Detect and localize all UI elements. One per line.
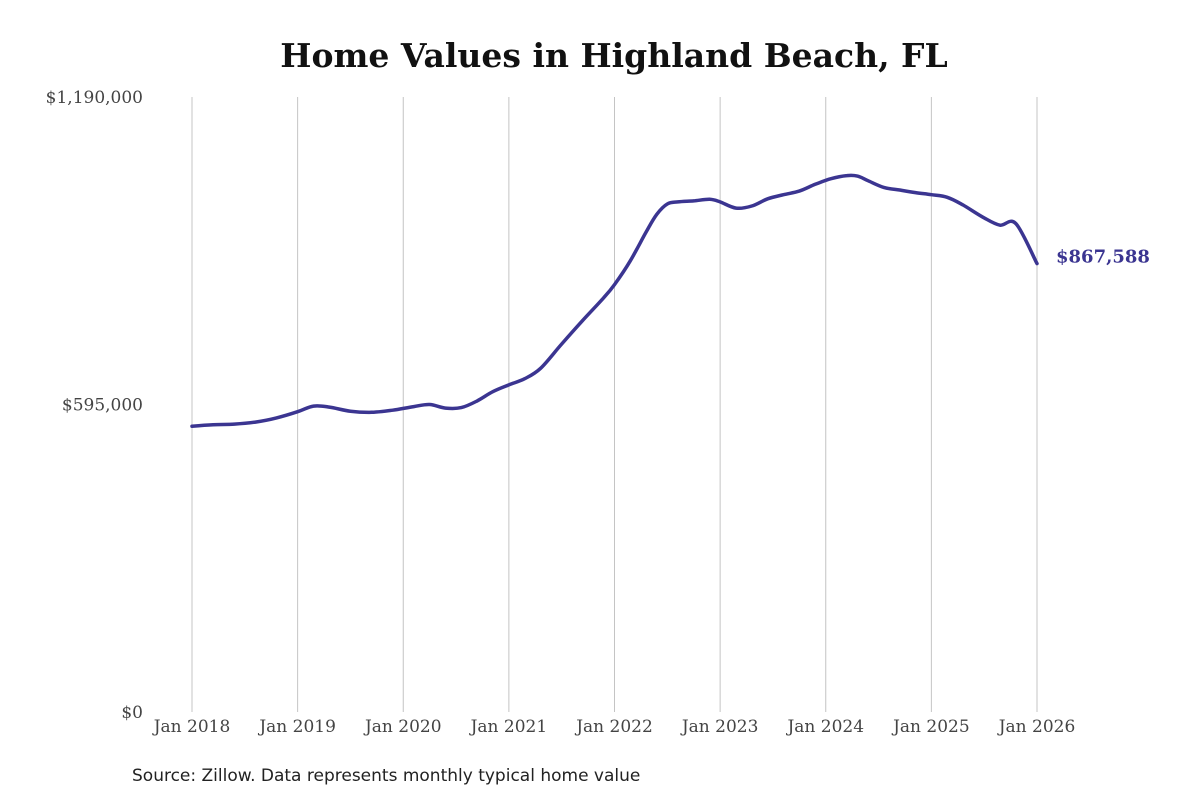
x-tick-label: Jan 2026	[997, 717, 1076, 737]
chart-title: Home Values in Highland Beach, FL	[280, 36, 947, 75]
y-axis-tick-labels: $0 $595,000 $1,190,000	[46, 88, 143, 723]
home-value-series-line	[190, 173, 1039, 428]
x-tick-label: Jan 2021	[469, 717, 548, 737]
x-tick-label: Jan 2023	[680, 717, 759, 737]
x-tick-label: Jan 2024	[785, 717, 864, 737]
x-tick-label: Jan 2019	[257, 717, 336, 737]
latest-value-label: $867,588	[1056, 247, 1150, 268]
x-tick-label: Jan 2022	[574, 717, 653, 737]
x-tick-label: Jan 2018	[152, 717, 231, 737]
x-tick-label: Jan 2025	[891, 717, 970, 737]
y-tick-label: $595,000	[62, 396, 143, 416]
source-note: Source: Zillow. Data represents monthly …	[132, 766, 640, 786]
y-tick-label: $1,190,000	[46, 88, 143, 108]
x-axis-tick-labels: Jan 2018 Jan 2019 Jan 2020 Jan 2021 Jan 2022…	[152, 717, 1076, 737]
x-tick-label: Jan 2020	[363, 717, 442, 737]
gridlines	[191, 97, 1038, 712]
y-tick-label: $0	[121, 703, 143, 723]
